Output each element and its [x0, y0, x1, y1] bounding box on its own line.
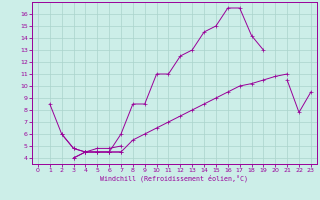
X-axis label: Windchill (Refroidissement éolien,°C): Windchill (Refroidissement éolien,°C) [100, 175, 248, 182]
